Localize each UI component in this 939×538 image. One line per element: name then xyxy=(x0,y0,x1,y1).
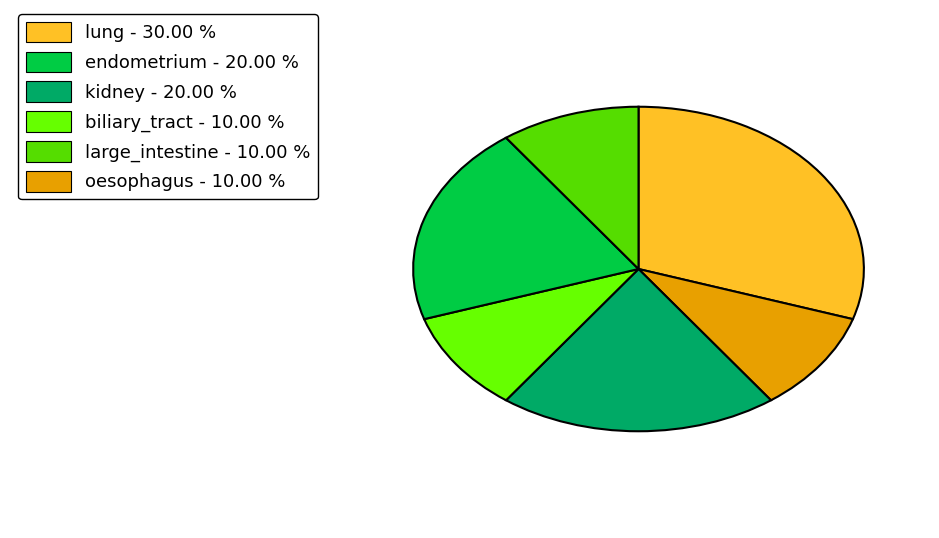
Wedge shape xyxy=(413,138,639,319)
Legend: lung - 30.00 %, endometrium - 20.00 %, kidney - 20.00 %, biliary_tract - 10.00 %: lung - 30.00 %, endometrium - 20.00 %, k… xyxy=(19,15,317,199)
Wedge shape xyxy=(639,107,864,319)
Wedge shape xyxy=(424,269,639,400)
Wedge shape xyxy=(506,269,771,431)
Wedge shape xyxy=(506,107,639,269)
Wedge shape xyxy=(639,269,853,400)
